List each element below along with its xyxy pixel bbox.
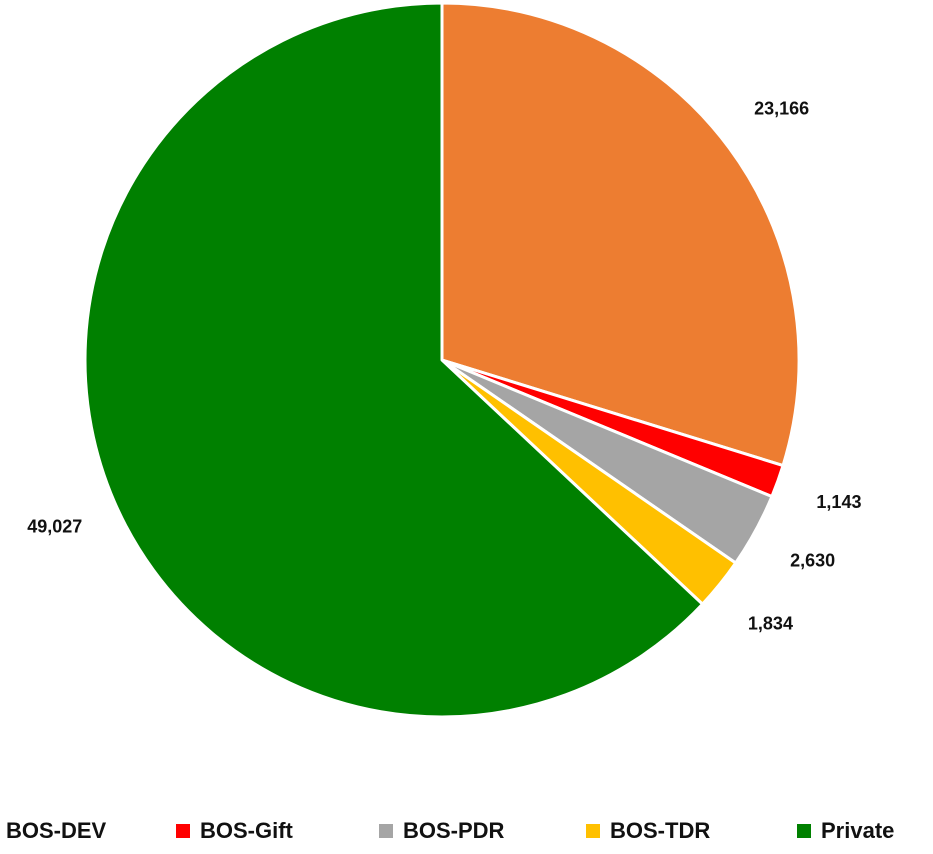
data-label: 49,027 bbox=[27, 517, 82, 537]
legend-marker bbox=[176, 824, 190, 838]
legend-marker bbox=[586, 824, 600, 838]
legend-label: BOS-Gift bbox=[200, 818, 294, 843]
data-label: 1,834 bbox=[748, 614, 793, 634]
legend-marker bbox=[797, 824, 811, 838]
legend-marker bbox=[379, 824, 393, 838]
data-label: 23,166 bbox=[754, 98, 809, 118]
legend-label: BOS-TDR bbox=[610, 818, 710, 843]
pie-slice bbox=[83, 1, 704, 719]
legend-label: Private bbox=[821, 818, 894, 843]
pie-slice bbox=[440, 1, 801, 468]
data-label: 1,143 bbox=[816, 492, 861, 512]
data-label: 2,630 bbox=[790, 551, 835, 571]
legend-label: BOS-DEV bbox=[6, 818, 107, 843]
legend-label: BOS-PDR bbox=[403, 818, 505, 843]
